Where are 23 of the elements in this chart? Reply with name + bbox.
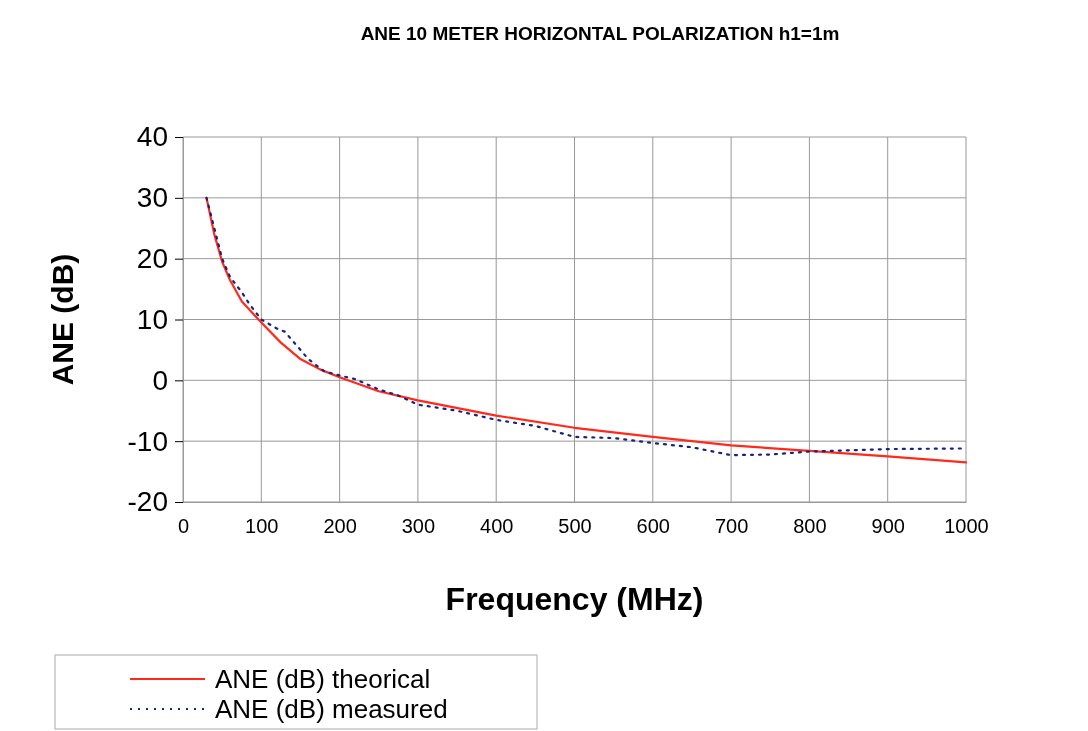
- x-tick-label: 400: [480, 515, 514, 537]
- y-tick-label: 10: [136, 303, 168, 335]
- x-tick-label: 100: [245, 515, 279, 537]
- legend-label: ANE (dB) theorical: [215, 664, 431, 694]
- x-tick-label: 500: [558, 515, 592, 537]
- x-tick-label: 900: [871, 515, 905, 537]
- y-tick-label: -10: [127, 425, 168, 457]
- x-tick-label: 200: [323, 515, 357, 537]
- x-tick-label: 800: [793, 515, 827, 537]
- x-tick-label: 300: [401, 515, 436, 537]
- y-tick-label: 0: [152, 364, 168, 396]
- y-tick-label: 30: [136, 182, 168, 214]
- x-tick-label: 600: [636, 515, 670, 537]
- x-tick-label: 0: [177, 515, 190, 537]
- x-tick-label: 1000: [944, 515, 989, 537]
- y-axis-title: ANE (dB): [46, 253, 79, 386]
- x-axis-title: Frequency (MHz): [445, 581, 704, 617]
- y-tick-label: 20: [136, 243, 168, 275]
- y-tick-label: 40: [136, 121, 168, 153]
- legend-label: ANE (dB) measured: [215, 694, 448, 724]
- x-tick-label: 700: [714, 515, 749, 537]
- y-tick-label: -20: [127, 486, 168, 518]
- chart-title: ANE 10 METER HORIZONTAL POLARIZATION h1=1m: [360, 23, 840, 44]
